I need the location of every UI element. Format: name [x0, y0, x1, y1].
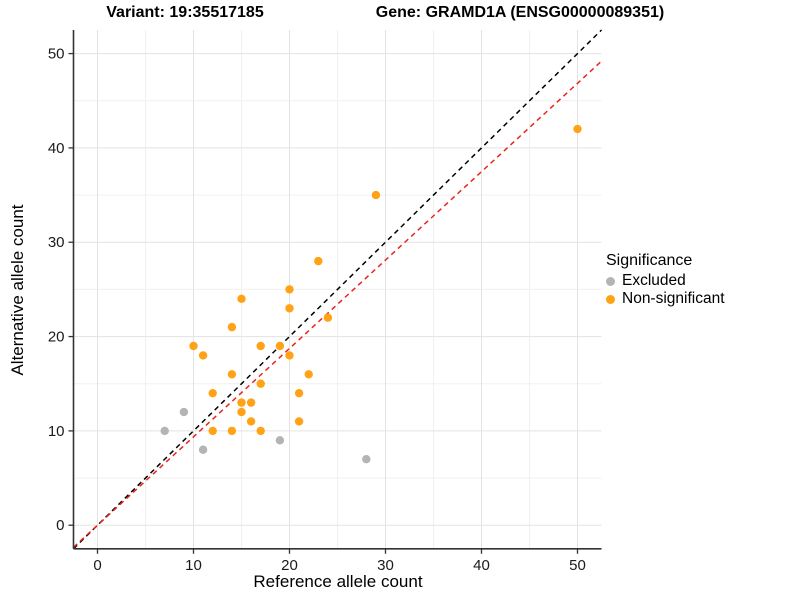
y-tick-label: 10: [48, 423, 65, 440]
legend-item-label: Non-significant: [622, 290, 725, 307]
gene-title: Gene: GRAMD1A (ENSG00000089351): [375, 4, 665, 21]
data-point-non-significant: [198, 351, 208, 360]
data-point-non-significant: [246, 398, 256, 407]
data-point-non-significant: [371, 190, 381, 200]
data-point-excluded: [179, 407, 189, 417]
legend-item-label: Excluded: [622, 272, 686, 289]
data-point-non-significant: [237, 294, 246, 304]
legend-items: Excluded Non-significant: [606, 272, 796, 308]
y-tick-label: 40: [48, 140, 65, 157]
data-point-excluded: [198, 445, 208, 454]
data-point-non-significant: [256, 341, 265, 351]
data-point-non-significant: [256, 379, 265, 388]
y-tick-label: 0: [56, 517, 64, 534]
data-point-non-significant: [275, 341, 285, 351]
data-point-excluded: [362, 454, 371, 464]
data-point-non-significant: [314, 256, 323, 266]
legend-key-dot: [606, 276, 615, 286]
legend: Significance Excluded Non-significant: [606, 252, 796, 308]
variant-title: Variant: 19:35517185: [106, 4, 264, 21]
x-axis-label: Reference allele count: [253, 572, 423, 591]
data-point-non-significant: [227, 322, 237, 332]
y-tick-label: 50: [48, 46, 65, 63]
data-point-non-significant: [189, 341, 198, 351]
legend-title: Significance: [606, 252, 693, 269]
data-point-non-significant: [237, 407, 246, 417]
x-tick-label: 40: [473, 557, 490, 574]
y-axis-label: Alternative allele count: [8, 204, 27, 376]
data-point-non-significant: [294, 388, 304, 398]
data-point-non-significant: [237, 398, 246, 407]
y-tick-label: 20: [48, 329, 65, 346]
x-tick-label: 0: [93, 557, 101, 574]
data-point-excluded: [160, 426, 169, 436]
data-point-non-significant: [304, 370, 313, 379]
data-point-non-significant: [573, 124, 582, 134]
expected-ratio-line: [72, 60, 603, 548]
data-point-non-significant: [323, 313, 333, 322]
x-tick-label: 30: [377, 557, 394, 574]
data-point-non-significant: [256, 426, 265, 436]
y-tick-label: 30: [48, 234, 65, 251]
x-tick-label: 20: [281, 557, 298, 574]
x-tick-label: 50: [569, 557, 586, 574]
identity-line: [72, 29, 603, 550]
data-point-non-significant: [227, 426, 237, 436]
data-point-non-significant: [227, 370, 237, 379]
legend-item-non-significant: Non-significant: [606, 290, 796, 308]
data-point-non-significant: [208, 426, 217, 436]
data-point-excluded: [275, 436, 285, 445]
data-point-non-significant: [208, 388, 217, 398]
legend-key-dot: [606, 294, 615, 304]
data-point-non-significant: [285, 304, 294, 313]
x-tick-label: 10: [185, 557, 202, 574]
data-point-non-significant: [285, 351, 294, 360]
data-point-non-significant: [285, 285, 294, 294]
data-point-non-significant: [246, 417, 256, 426]
data-point-non-significant: [294, 417, 304, 426]
legend-item-excluded: Excluded: [606, 272, 796, 290]
